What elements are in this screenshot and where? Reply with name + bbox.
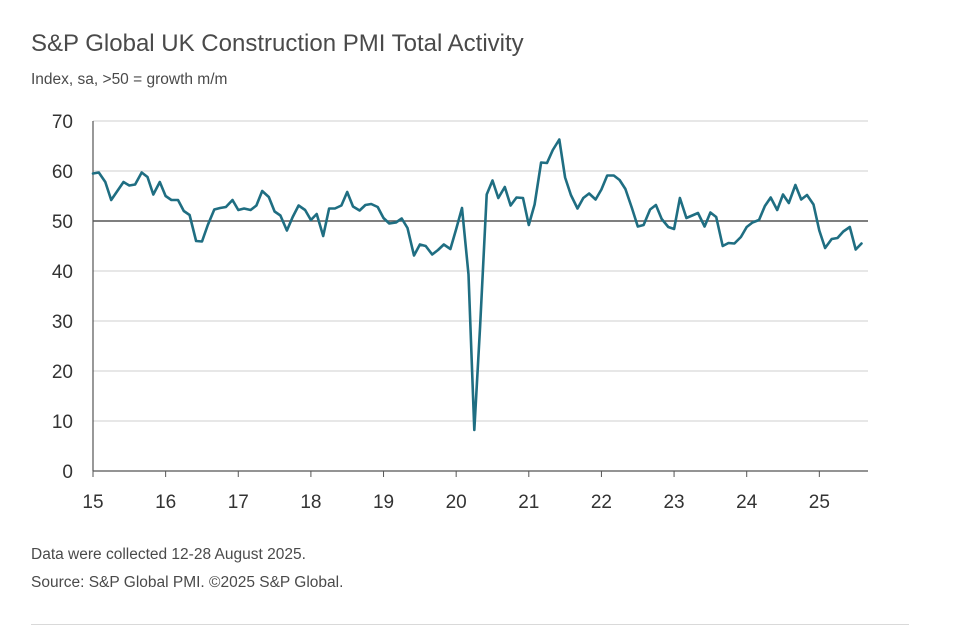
y-tick-label: 50 — [52, 212, 73, 233]
y-tick-label: 40 — [52, 262, 73, 283]
x-tick-label: 17 — [228, 492, 249, 513]
y-axis-ticks: 0 10 20 30 40 50 60 70 — [52, 112, 73, 483]
x-tick-label: 25 — [809, 492, 830, 513]
chart-title: S&P Global UK Construction PMI Total Act… — [31, 30, 524, 57]
x-tick-label: 24 — [736, 492, 758, 513]
x-tick-label: 23 — [663, 492, 684, 513]
y-tick-label: 60 — [52, 162, 73, 183]
source-note: Source: S&P Global PMI. ©2025 S&P Global… — [31, 574, 344, 591]
y-tick-label: 30 — [52, 312, 73, 333]
x-tick-label: 18 — [300, 492, 321, 513]
y-tick-label: 20 — [52, 362, 73, 383]
x-tick-label: 19 — [373, 492, 394, 513]
pmi-line-chart: 0 10 20 30 40 50 60 70 15 16 17 18 19 20 21 22 23 24 25 — [52, 112, 868, 513]
x-tick-label: 21 — [518, 492, 539, 513]
x-axis-ticks: 15 16 17 18 19 20 21 22 23 24 25 — [82, 471, 830, 513]
y-tick-label: 10 — [52, 412, 73, 433]
footer-divider — [31, 624, 909, 625]
data-collection-note: Data were collected 12-28 August 2025. — [31, 546, 306, 563]
series-layer — [91, 138, 863, 432]
y-tick-label: 70 — [52, 112, 73, 133]
gridlines — [93, 120, 868, 422]
axes — [92, 121, 868, 472]
x-tick-label: 20 — [446, 492, 467, 513]
chart-subtitle: Index, sa, >50 = growth m/m — [31, 71, 228, 88]
y-tick-label: 0 — [62, 462, 73, 483]
x-tick-label: 16 — [155, 492, 176, 513]
x-tick-label: 15 — [82, 492, 103, 513]
series-line — [91, 138, 863, 432]
x-tick-label: 22 — [591, 492, 612, 513]
